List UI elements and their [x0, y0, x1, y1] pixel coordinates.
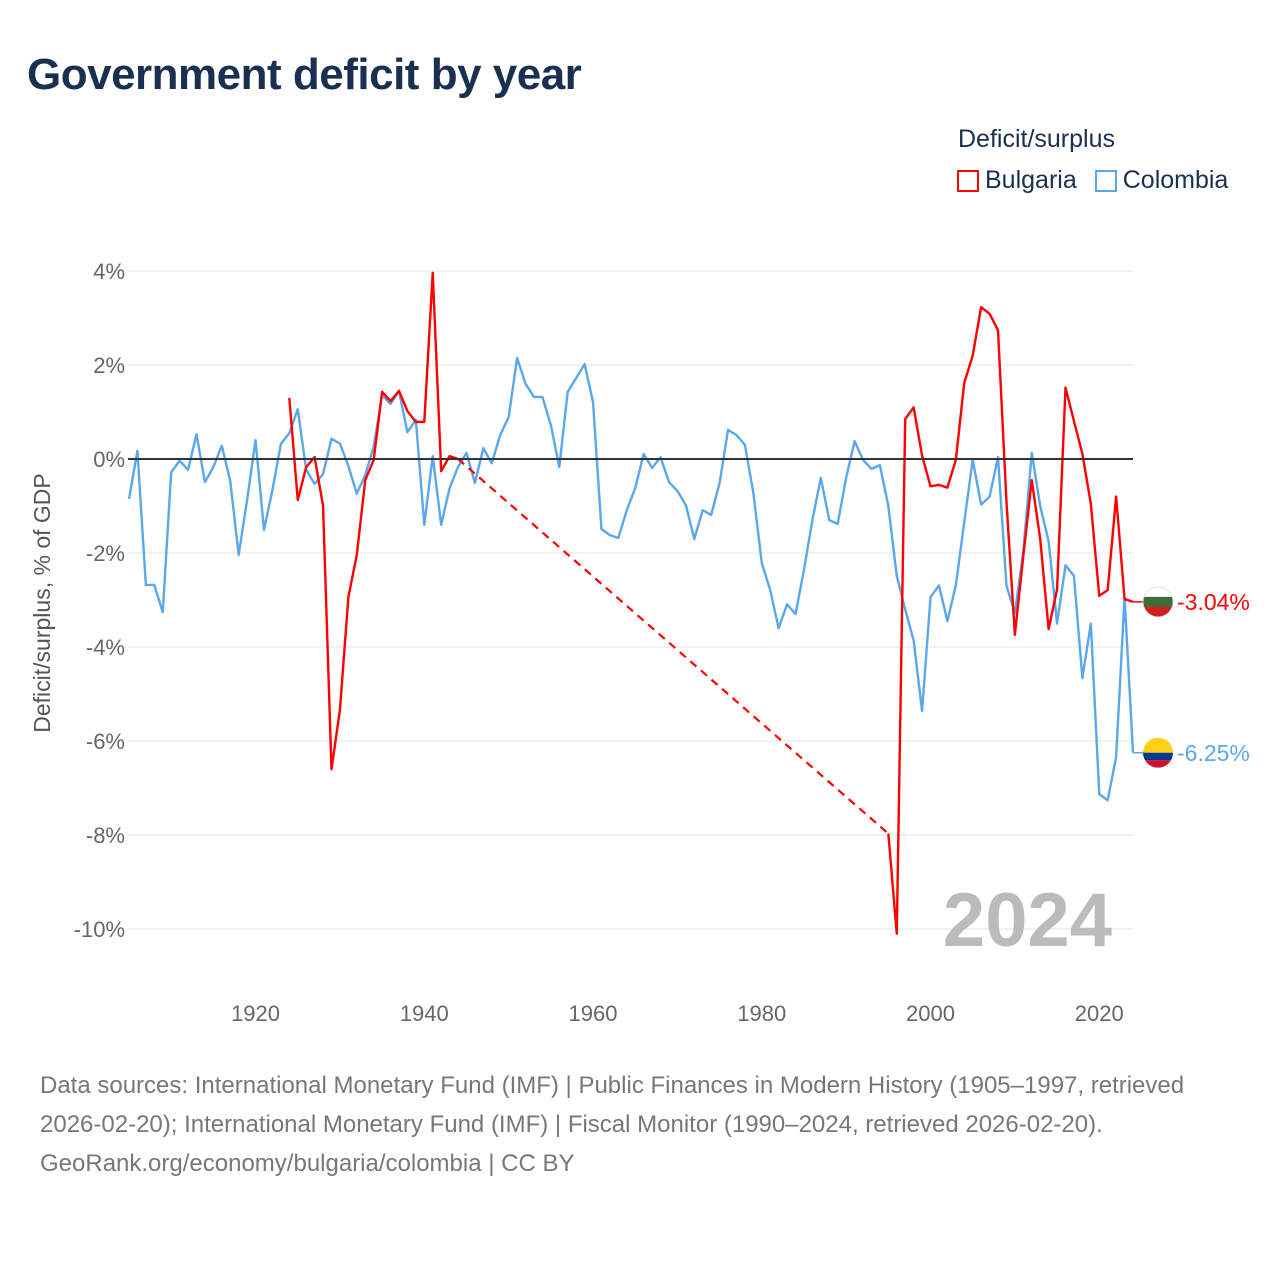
- series-colombia: [127, 356, 1135, 802]
- legend-label-bulgaria: Bulgaria: [985, 166, 1077, 194]
- footer: Data sources: International Monetary Fun…: [40, 1066, 1240, 1183]
- bulgaria-flag-icon: [1142, 586, 1174, 618]
- y-tick-label: 4%: [93, 259, 125, 284]
- legend-item-colombia[interactable]: Colombia: [1094, 166, 1229, 195]
- colombia-flag-icon: [1143, 737, 1173, 768]
- y-tick-label: -2%: [86, 541, 125, 566]
- x-tick-label: 1920: [231, 1001, 280, 1026]
- legend-label-colombia: Colombia: [1122, 166, 1229, 194]
- chart-plot: 4% 2% 0% -2% -4% -6% -8% -10% 1920 1940 1960 1980 2…: [29, 259, 1250, 1026]
- series-line-bulgaria: [887, 305, 1134, 935]
- y-axis-label: Deficit/surplus, % of GDP: [29, 473, 55, 732]
- x-tick-label: 1980: [737, 1001, 786, 1026]
- legend-swatch-colombia: [1094, 169, 1117, 192]
- series-line-colombia: [127, 356, 1135, 802]
- x-tick-label: 1960: [569, 1001, 618, 1026]
- chart-title: Government deficit by year: [27, 50, 582, 99]
- legend: Bulgaria Colombia: [957, 166, 1228, 195]
- y-tick-label: -8%: [86, 823, 125, 848]
- y-tick-label: 2%: [93, 353, 125, 378]
- attribution-link[interactable]: GeoRank.org/economy/bulgaria/colombia | …: [40, 1150, 575, 1177]
- y-tick-label: 0%: [93, 447, 125, 472]
- y-tick-label: -10%: [74, 917, 125, 942]
- end-label-bulgaria: -3.04%: [1177, 589, 1250, 615]
- y-tick-label: -6%: [86, 729, 125, 754]
- end-label-colombia: -6.25%: [1177, 740, 1250, 766]
- x-tick-label: 1940: [400, 1001, 449, 1026]
- legend-item-bulgaria[interactable]: Bulgaria: [957, 166, 1077, 195]
- y-tick-label: -4%: [86, 635, 125, 660]
- series-line-bulgaria: [288, 271, 459, 771]
- data-sources: Data sources: International Monetary Fun…: [40, 1072, 1185, 1138]
- legend-swatch-bulgaria: [957, 169, 979, 192]
- x-tick-label: 2020: [1075, 1001, 1124, 1026]
- x-tick-label: 2000: [906, 1001, 955, 1026]
- current-year-label: 2024: [943, 878, 1112, 963]
- gap-line-bulgaria: [457, 458, 890, 835]
- legend-title: Deficit/surplus: [958, 125, 1115, 153]
